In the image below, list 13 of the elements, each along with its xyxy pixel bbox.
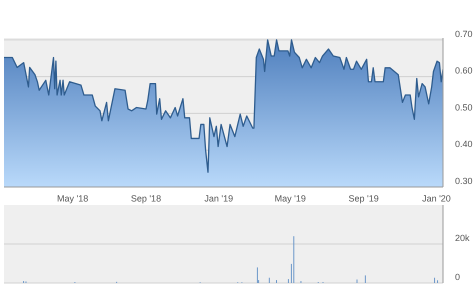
x-tick-label: May '18 bbox=[56, 193, 88, 204]
y-tick-label: 0.70 bbox=[455, 28, 473, 39]
y-tick-label: 0 bbox=[455, 272, 460, 282]
y-tick-label: 0.40 bbox=[455, 139, 473, 150]
x-tick-label: Sep '19 bbox=[348, 193, 379, 204]
x-tick-label: Sep '18 bbox=[130, 193, 162, 204]
y-tick-label: 0.60 bbox=[455, 66, 473, 76]
y-tick-label: 0.30 bbox=[455, 176, 473, 186]
y-tick-label: 0.50 bbox=[455, 102, 473, 112]
x-tick-label: Jan '20 bbox=[422, 193, 451, 204]
x-tick-label: May '19 bbox=[274, 193, 306, 204]
y-tick-label: 20k bbox=[455, 233, 470, 243]
x-tick-label: Jan '19 bbox=[204, 193, 234, 204]
